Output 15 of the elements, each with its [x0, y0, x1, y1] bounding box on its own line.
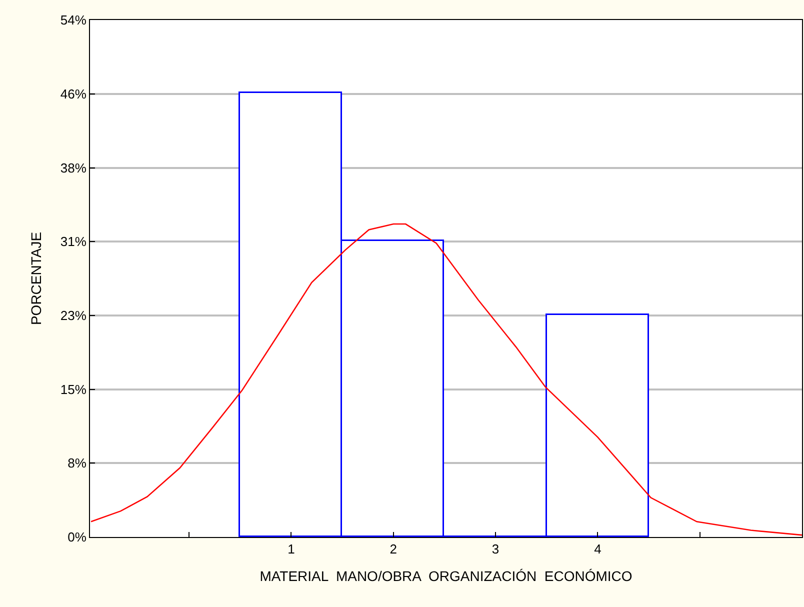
y-tick-label: 0%	[68, 530, 87, 545]
x-tick-label: 2	[390, 542, 398, 557]
y-tick-label: 15%	[60, 382, 87, 397]
x-axis-title: MATERIAL MANO/OBRA ORGANIZACIÓN ECONÓMICO	[260, 568, 632, 584]
y-tick-label: 46%	[60, 86, 87, 102]
x-tick-label: 1	[288, 542, 295, 557]
x-tick-label: 4	[594, 542, 602, 557]
y-axis-title: PORCENTAJE	[28, 232, 44, 326]
y-tick-label: 54%	[60, 12, 87, 28]
y-tick-label: 23%	[60, 308, 87, 323]
line-series	[90, 223, 802, 536]
y-tick-label: 8%	[68, 456, 87, 471]
y-tick-label: 38%	[60, 160, 87, 176]
x-tick-label: 3	[492, 542, 500, 557]
y-tick-label: 31%	[60, 234, 87, 250]
